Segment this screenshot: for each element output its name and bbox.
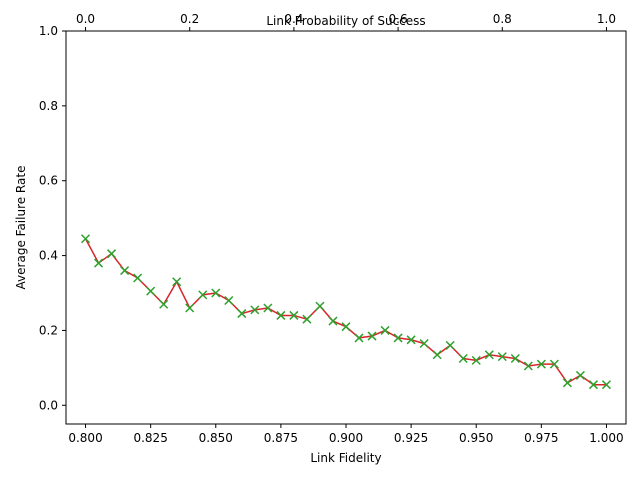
data-point-marker — [133, 273, 143, 283]
y-tick-label: 0.0 — [39, 398, 58, 412]
data-point-marker — [588, 380, 598, 390]
x-tick-label: 1.000 — [589, 431, 623, 445]
data-point-marker — [341, 322, 351, 332]
data-point-marker — [224, 295, 234, 306]
data-point-marker — [81, 234, 91, 244]
y-tick-label: 0.8 — [39, 99, 58, 113]
data-point-marker — [549, 359, 559, 369]
data-point-marker — [445, 340, 455, 350]
data-point-marker — [198, 290, 208, 300]
y-tick-label: 1.0 — [39, 24, 58, 38]
data-point-marker — [107, 249, 117, 259]
data-point-marker — [354, 333, 364, 343]
data-point-marker — [237, 309, 247, 319]
data-point-marker — [510, 353, 520, 364]
data-point-marker — [471, 355, 481, 365]
x-tick-label: 0.900 — [329, 431, 363, 445]
x-tick-label: 0.950 — [459, 431, 493, 445]
top-tick-label: 0.6 — [389, 12, 408, 26]
data-point-marker — [146, 286, 156, 296]
data-point-marker — [406, 335, 416, 345]
data-point-marker — [94, 258, 104, 268]
data-point-marker — [393, 333, 403, 343]
data-point-marker — [289, 310, 299, 320]
x-tick-label: 0.925 — [394, 431, 428, 445]
data-point-marker — [419, 338, 429, 349]
top-tick-label: 0.8 — [493, 12, 512, 26]
y-tick-label: 0.4 — [39, 249, 58, 263]
x-tick-label: 0.850 — [199, 431, 233, 445]
top-tick-label: 0.0 — [76, 12, 95, 26]
plot-area — [81, 234, 611, 390]
top-tick-label: 1.0 — [597, 12, 616, 26]
data-point-marker — [302, 314, 312, 324]
data-point-marker — [211, 288, 221, 298]
y-tick-label: 0.6 — [39, 174, 58, 188]
top-tick-label: 0.2 — [180, 12, 199, 26]
data-point-marker — [367, 331, 377, 341]
axis-ticks: 0.800 0.825 0.850 0.875 0.900 0.925 0.950 0.975… — [39, 12, 624, 445]
data-point-marker — [497, 352, 507, 362]
data-point-marker — [601, 380, 611, 390]
data-point-marker — [523, 361, 533, 371]
data-point-marker — [575, 370, 585, 380]
data-point-marker — [562, 378, 572, 388]
x-tick-label: 0.975 — [524, 431, 558, 445]
y-tick-label: 0.2 — [39, 323, 58, 337]
data-point-marker — [263, 303, 273, 313]
top-axis-label: Link Probability of Success — [266, 14, 425, 28]
data-point-marker — [328, 316, 338, 326]
data-point-marker — [315, 301, 325, 311]
x-tick-label: 0.875 — [264, 431, 298, 445]
data-point-marker — [159, 299, 169, 309]
data-point-marker — [276, 310, 286, 320]
data-point-marker — [536, 359, 546, 369]
data-point-marker — [250, 305, 260, 315]
series-line — [84, 238, 607, 386]
y-axis-label: Average Failure Rate — [14, 166, 28, 290]
data-point-marker — [432, 350, 442, 360]
x-axis-label: Link Fidelity — [310, 451, 381, 465]
x-tick-label: 0.800 — [68, 431, 102, 445]
data-point-marker — [185, 303, 195, 313]
x-tick-label: 0.825 — [133, 431, 167, 445]
data-point-marker — [458, 353, 468, 364]
data-point-marker — [120, 266, 130, 276]
data-point-marker — [172, 277, 182, 287]
data-point-marker — [484, 350, 494, 360]
top-tick-label: 0.4 — [284, 12, 303, 26]
data-point-marker — [380, 325, 390, 335]
